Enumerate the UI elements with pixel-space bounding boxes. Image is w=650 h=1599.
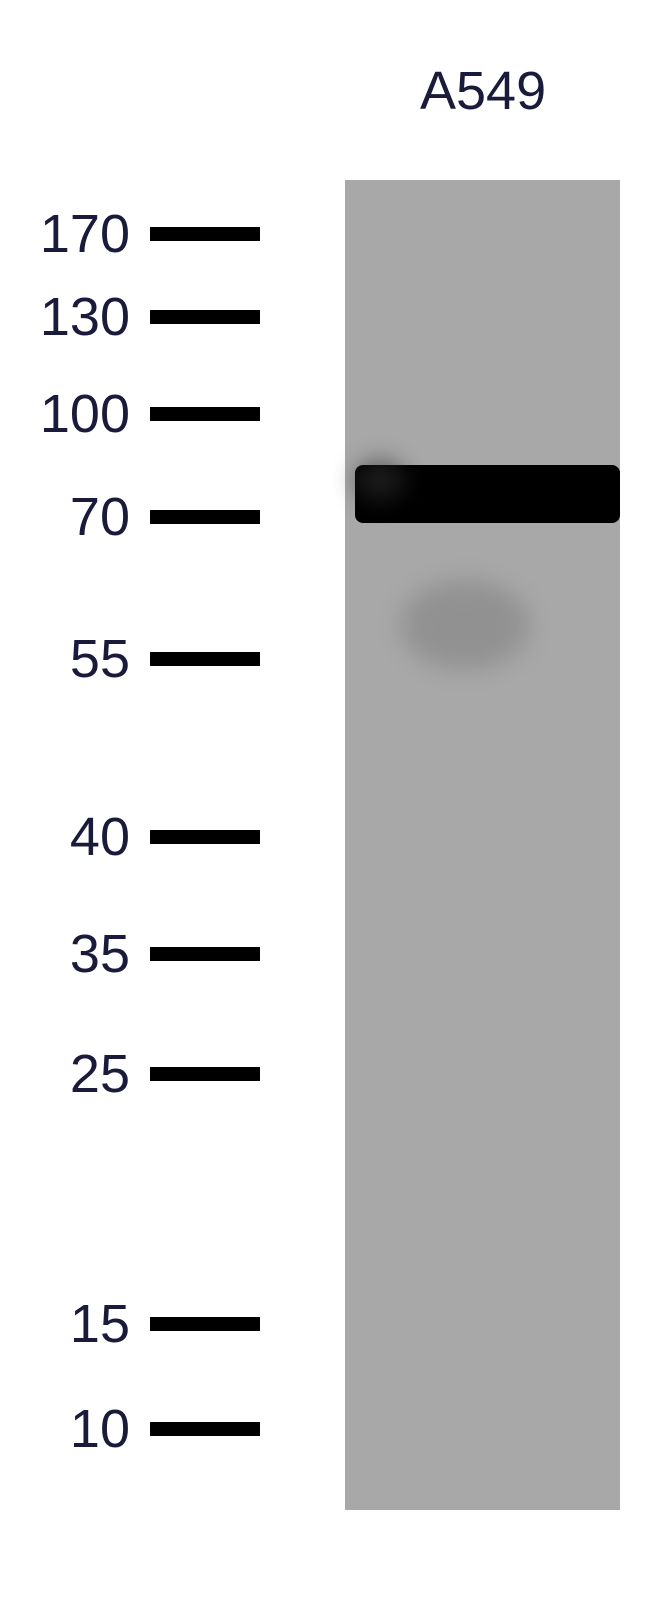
western-blot-figure: A549 170 130 100 70 55 40 35 25 15 10 [0, 0, 650, 1599]
marker-value-170: 170 [30, 203, 130, 265]
marker-tick-25 [150, 1067, 260, 1081]
marker-tick-130 [150, 310, 260, 324]
blot-smudge-1 [355, 460, 405, 500]
marker-tick-70 [150, 510, 260, 524]
marker-row-25: 25 [30, 1043, 260, 1105]
blot-smudge-0 [400, 580, 530, 670]
marker-value-70: 70 [30, 486, 130, 548]
marker-tick-40 [150, 830, 260, 844]
marker-value-25: 25 [30, 1043, 130, 1105]
marker-row-40: 40 [30, 806, 260, 868]
marker-row-170: 170 [30, 203, 260, 265]
marker-row-130: 130 [30, 286, 260, 348]
marker-tick-10 [150, 1422, 260, 1436]
marker-tick-170 [150, 227, 260, 241]
marker-row-55: 55 [30, 628, 260, 690]
marker-value-10: 10 [30, 1398, 130, 1460]
marker-value-55: 55 [30, 628, 130, 690]
marker-row-70: 70 [30, 486, 260, 548]
marker-value-40: 40 [30, 806, 130, 868]
blot-lane [345, 180, 620, 1510]
marker-tick-35 [150, 947, 260, 961]
marker-row-15: 15 [30, 1293, 260, 1355]
marker-row-10: 10 [30, 1398, 260, 1460]
lane-label-a549: A549 [420, 60, 546, 122]
marker-value-15: 15 [30, 1293, 130, 1355]
marker-tick-15 [150, 1317, 260, 1331]
marker-value-100: 100 [30, 383, 130, 445]
marker-row-35: 35 [30, 923, 260, 985]
marker-tick-55 [150, 652, 260, 666]
marker-value-130: 130 [30, 286, 130, 348]
marker-tick-100 [150, 407, 260, 421]
marker-value-35: 35 [30, 923, 130, 985]
marker-row-100: 100 [30, 383, 260, 445]
